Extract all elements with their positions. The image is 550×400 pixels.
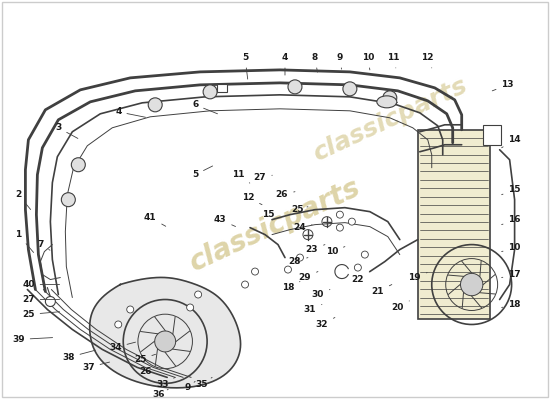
Text: 9: 9 <box>185 381 195 392</box>
Circle shape <box>288 80 302 94</box>
Ellipse shape <box>377 96 397 108</box>
Text: 33: 33 <box>156 377 175 389</box>
Text: 5: 5 <box>242 54 248 79</box>
Text: 12: 12 <box>242 193 262 205</box>
Text: 9: 9 <box>337 54 343 69</box>
Circle shape <box>126 306 134 313</box>
Text: 15: 15 <box>502 185 521 195</box>
Text: 22: 22 <box>351 272 370 284</box>
Text: 41: 41 <box>144 213 166 226</box>
Circle shape <box>337 211 343 218</box>
Text: 14: 14 <box>502 135 521 148</box>
Text: 17: 17 <box>502 270 521 279</box>
Text: 7: 7 <box>37 240 50 250</box>
Text: 3: 3 <box>55 123 78 138</box>
Text: 19: 19 <box>409 272 427 282</box>
Text: 25: 25 <box>22 310 59 319</box>
Text: 20: 20 <box>392 301 409 312</box>
Text: 18: 18 <box>502 300 521 309</box>
Text: 28: 28 <box>289 257 308 266</box>
Text: 25: 25 <box>134 354 156 364</box>
Circle shape <box>348 218 355 225</box>
Text: 23: 23 <box>306 245 325 254</box>
Polygon shape <box>90 278 240 388</box>
Text: 4: 4 <box>282 54 288 75</box>
Circle shape <box>361 251 369 258</box>
Circle shape <box>296 254 304 261</box>
Text: 16: 16 <box>502 215 521 225</box>
Circle shape <box>354 264 361 271</box>
Text: 10: 10 <box>326 246 345 256</box>
Text: 30: 30 <box>312 290 330 299</box>
Text: 10: 10 <box>362 54 374 70</box>
Text: 13: 13 <box>492 80 514 91</box>
Text: 8: 8 <box>312 54 318 72</box>
Text: 32: 32 <box>316 318 335 329</box>
Text: 25: 25 <box>292 205 308 214</box>
Text: 11: 11 <box>232 170 250 183</box>
Text: 12: 12 <box>421 54 434 68</box>
Circle shape <box>155 331 175 352</box>
Text: 1: 1 <box>15 230 34 252</box>
Bar <box>483 125 500 145</box>
Circle shape <box>72 158 85 172</box>
Text: 27: 27 <box>22 295 59 304</box>
Text: 18: 18 <box>282 282 300 292</box>
Text: 40: 40 <box>22 280 59 289</box>
Text: 27: 27 <box>254 173 272 182</box>
Circle shape <box>115 321 122 328</box>
Circle shape <box>62 193 75 207</box>
Text: 43: 43 <box>214 215 235 226</box>
Text: 11: 11 <box>387 54 399 68</box>
Text: classicparts: classicparts <box>185 173 365 276</box>
Text: 36: 36 <box>152 389 168 399</box>
Circle shape <box>186 304 194 311</box>
Text: 29: 29 <box>299 272 318 282</box>
Circle shape <box>45 296 56 306</box>
Text: 26: 26 <box>276 190 295 199</box>
Circle shape <box>343 82 357 96</box>
Text: 5: 5 <box>192 166 213 179</box>
Circle shape <box>383 91 397 105</box>
Text: 26: 26 <box>139 367 157 376</box>
Circle shape <box>251 268 258 275</box>
Text: 21: 21 <box>372 284 392 296</box>
Circle shape <box>460 273 483 296</box>
Text: 24: 24 <box>294 223 312 232</box>
Text: 39: 39 <box>12 335 53 344</box>
Text: classicparts: classicparts <box>309 74 471 166</box>
Text: 6: 6 <box>192 100 217 114</box>
Text: 10: 10 <box>502 243 521 252</box>
Circle shape <box>148 98 162 112</box>
Text: 37: 37 <box>82 362 109 372</box>
Circle shape <box>203 85 217 99</box>
Circle shape <box>337 224 343 231</box>
Text: 38: 38 <box>62 350 96 362</box>
Circle shape <box>284 266 292 273</box>
Bar <box>217 84 227 92</box>
Text: 15: 15 <box>262 210 280 219</box>
Text: 2: 2 <box>15 190 31 210</box>
Text: 35: 35 <box>196 377 212 389</box>
Text: 31: 31 <box>304 304 322 314</box>
Text: 34: 34 <box>109 342 135 352</box>
Circle shape <box>241 281 249 288</box>
Circle shape <box>195 291 202 298</box>
Text: 4: 4 <box>115 107 146 117</box>
Bar <box>418 130 490 320</box>
